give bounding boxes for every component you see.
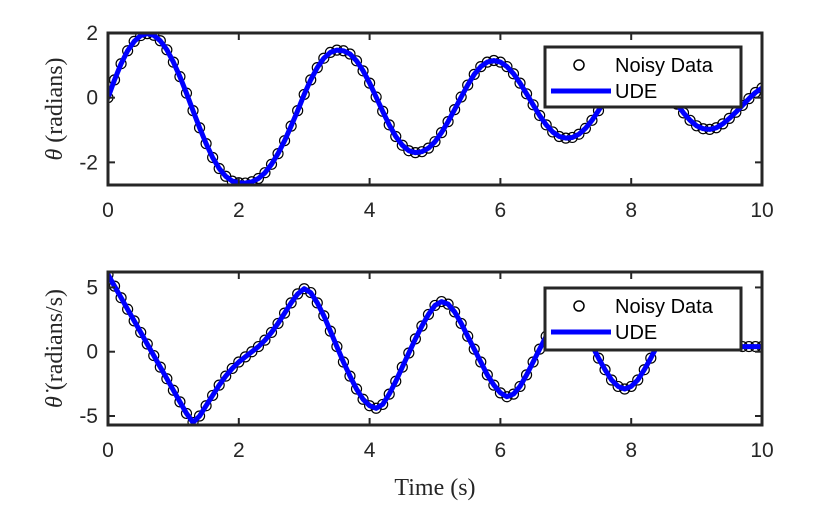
x-tick-label: 6 [495,439,507,462]
data-point [108,272,114,281]
axes-frame [106,270,764,427]
legend-label: UDE [615,81,657,103]
x-tick-label: 4 [364,439,376,462]
x-tick-label: 10 [750,199,773,222]
y-tick-label: 0 [86,87,98,110]
series-ude-line [108,272,762,425]
y-axis-label-text: (radians/s) [42,289,68,396]
data-point [605,374,618,386]
data-point [684,114,696,126]
data-point [226,362,238,375]
y-tick-label: 0 [86,341,98,364]
data-point [128,35,140,48]
data-point [579,122,592,135]
data-point [272,317,284,330]
data-point [527,99,539,111]
y-tick-label: -2 [79,151,98,174]
data-point [429,299,441,312]
y-axis-label-text: (radians) [42,57,68,148]
y-axis-label-symbol: θ [42,149,68,161]
data-point [213,162,225,175]
legend: Noisy Data UDE [543,45,743,109]
data-point [154,35,166,47]
legend-entry: UDE [551,322,657,344]
legend-entry: Noisy Data [573,55,714,77]
x-tick-label: 8 [625,439,637,462]
data-point [501,61,513,73]
data-point [396,139,408,151]
legend-box [543,286,743,352]
x-tick-label: 4 [364,199,376,222]
data-point [507,68,520,80]
data-point [207,389,219,402]
data-point [213,379,225,391]
x-tick-label: 6 [495,199,507,222]
data-point [259,167,271,179]
data-point [265,326,278,339]
data-point [220,370,232,382]
data-point [278,307,291,319]
data-point [520,88,533,100]
data-point [586,114,598,126]
data-point [318,52,330,64]
x-tick-label: 2 [233,199,245,222]
y-tick-label: 2 [86,22,98,45]
data-point [265,158,278,170]
data-point [298,283,310,295]
legend-box [543,45,743,109]
data-point [357,393,369,405]
legend-marker-circle [573,59,585,71]
plot-data-area [108,272,762,425]
legend-label: UDE [615,322,657,344]
data-point [252,340,265,353]
legend: Noisy Data UDE [543,286,743,352]
data-point [717,118,729,130]
x-tick-label: 2 [233,439,245,462]
y-axis-label: θ (radians) [42,57,68,160]
data-point [743,93,755,105]
x-tick-label: 0 [102,439,114,462]
data-point [200,400,212,412]
data-point [305,286,317,299]
data-point [534,109,546,122]
data-point [488,379,500,391]
data-point [259,334,271,346]
axes-frame [106,31,764,187]
data-point [468,68,480,80]
data-point [193,410,206,422]
legend-entry: UDE [551,81,657,103]
y-axis-label: θ̇ (radians/s) [42,289,68,408]
x-tick-label: 10 [750,439,773,462]
legend-marker-circle [573,300,585,312]
legend-label: Noisy Data [615,296,714,318]
data-point [377,398,389,411]
data-point [350,55,363,67]
x-axis-label: Time (s) [394,475,475,501]
x-tick-label: 0 [102,199,114,222]
data-point [514,77,526,89]
data-point [187,416,199,425]
data-point [723,112,735,124]
plot-1: 0 2 4 6 8 10 -2 0 2 θ (radians) Noisy Data UDE [42,22,774,222]
data-point [285,297,297,309]
x-tick-label: 8 [625,199,637,222]
y-tick-label: 5 [86,276,98,299]
data-point [632,374,644,386]
legend-label: Noisy Data [615,55,714,77]
data-point [540,119,552,131]
data-point [756,82,762,94]
data-point [494,387,506,399]
y-tick-label: -5 [79,405,98,428]
legend-entry: Noisy Data [573,296,714,318]
data-point [429,136,441,148]
data-point [435,127,448,139]
